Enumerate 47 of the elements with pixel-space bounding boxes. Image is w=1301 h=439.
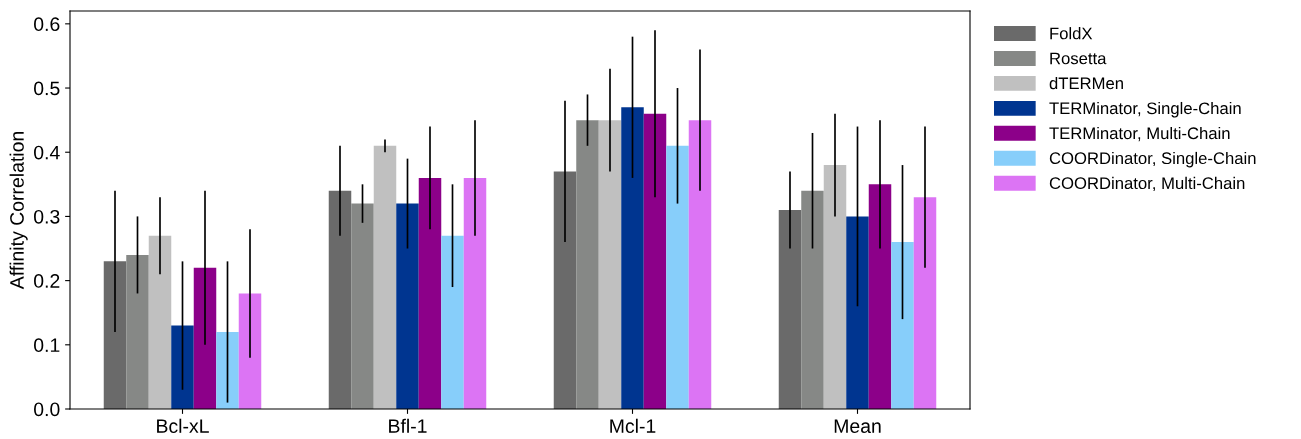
y-tick-label: 0.5: [34, 81, 60, 96]
y-tick-label: 0.2: [34, 274, 60, 288]
bar: [328, 190, 352, 409]
bar: [913, 197, 937, 409]
bar: [553, 171, 577, 409]
bar: [238, 293, 262, 409]
bar: [688, 120, 712, 409]
legend-label: Rosetta: [1050, 52, 1107, 65]
legend-label: TERMinator, Multi-Chain: [1049, 126, 1230, 142]
bar: [441, 235, 464, 409]
x-tick-label: Mcl-1: [610, 418, 656, 433]
bar: [216, 331, 239, 409]
bar: [868, 184, 892, 409]
bar: [598, 120, 622, 409]
legend-label: dTERMen: [1049, 77, 1123, 90]
bar: [666, 145, 689, 409]
bar: [396, 203, 419, 409]
bar: [846, 216, 869, 409]
bar: [193, 267, 217, 409]
y-tick-label: 0.3: [34, 209, 60, 224]
bar: [171, 325, 194, 409]
bar: [463, 177, 487, 409]
y-tick-label: 0.1: [34, 338, 60, 353]
y-tick-label: 0.4: [34, 145, 60, 160]
bar: [576, 120, 599, 409]
bar: [103, 261, 127, 409]
x-tick-label: Bfl-1: [389, 418, 427, 433]
bar: [621, 107, 644, 409]
bar: [891, 242, 914, 409]
legend-label: FoldX: [1050, 27, 1093, 40]
bar: [373, 145, 397, 409]
bar: [148, 235, 172, 409]
y-axis-title: Affinity Correlation: [9, 132, 28, 290]
legend-label: COORDinator, Single-Chain: [1049, 151, 1256, 168]
x-tick-label: Bcl-xL: [157, 418, 209, 433]
bar: [801, 190, 824, 409]
y-tick-label: 0.0: [34, 402, 60, 417]
legend-label: COORDinator, Multi-Chain: [1049, 176, 1245, 192]
bar: [351, 203, 374, 409]
legend-label: TERMinator, Single-Chain: [1049, 101, 1241, 118]
bar: [823, 165, 847, 409]
x-tick-label: Mean: [834, 419, 881, 433]
bar: [126, 254, 149, 409]
bar: [778, 210, 802, 409]
bar: [418, 177, 442, 409]
bar: [643, 113, 667, 409]
y-tick-label: 0.6: [34, 17, 60, 32]
